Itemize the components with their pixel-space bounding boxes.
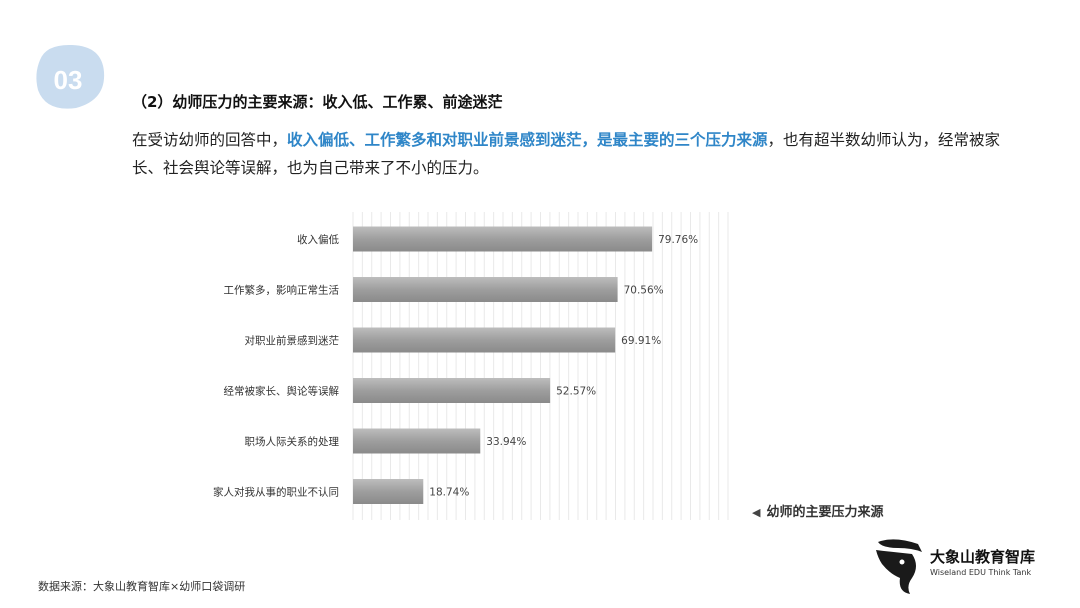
data-label: 18.74% — [429, 487, 469, 499]
chart-caption: ◀ 幼师的主要压力来源 — [752, 501, 883, 520]
intro-paragraph: 在受访幼师的回答中，收入偏低、工作繁多和对职业前景感到迷茫，是最主要的三个压力来… — [132, 126, 1012, 182]
data-label: 79.76% — [658, 234, 698, 246]
bar — [353, 226, 653, 252]
category-label: 家人对我从事的职业不认同 — [213, 486, 339, 499]
data-label: 69.91% — [621, 335, 661, 347]
section-title: （2）幼师压力的主要来源：收入低、工作累、前途迷茫 — [132, 93, 503, 111]
bar — [353, 479, 424, 504]
category-label: 对职业前景感到迷茫 — [245, 334, 340, 347]
section-number-badge: 03 — [32, 42, 106, 112]
elephant-logo-icon — [876, 539, 922, 594]
chart-caption-text: 幼师的主要压力来源 — [766, 505, 884, 520]
section-number: 03 — [54, 65, 83, 95]
logo-name: 大象山教育智库 — [930, 548, 1036, 566]
bar — [353, 327, 616, 353]
category-label: 职场人际关系的处理 — [245, 435, 340, 448]
data-source: 数据来源：大象山教育智库×幼师口袋调研 — [38, 580, 246, 593]
bar — [353, 277, 618, 302]
bar — [353, 428, 481, 454]
data-label: 33.94% — [486, 436, 526, 448]
bar — [353, 378, 551, 403]
data-label: 52.57% — [556, 386, 596, 398]
intro-text-1: 在受访幼师的回答中， — [132, 131, 288, 149]
brand-logo: 大象山教育智库 Wiseland EDU Think Tank — [872, 534, 1052, 598]
intro-highlight: 收入偏低、工作繁多和对职业前景感到迷茫，是最主要的三个压力来源 — [287, 131, 768, 149]
caption-triangle-icon: ◀ — [752, 506, 761, 519]
category-label: 收入偏低 — [297, 233, 339, 246]
category-label: 经常被家长、舆论等误解 — [224, 385, 340, 398]
data-label: 70.56% — [624, 285, 664, 297]
category-label: 工作繁多，影响正常生活 — [224, 284, 340, 297]
intro-text-2: ，也有超半数幼师认为，经常被家长、社会舆论等误解，也为自己带来了不小的压力。 — [132, 131, 1001, 177]
logo-tagline: Wiseland EDU Think Tank — [930, 568, 1032, 577]
